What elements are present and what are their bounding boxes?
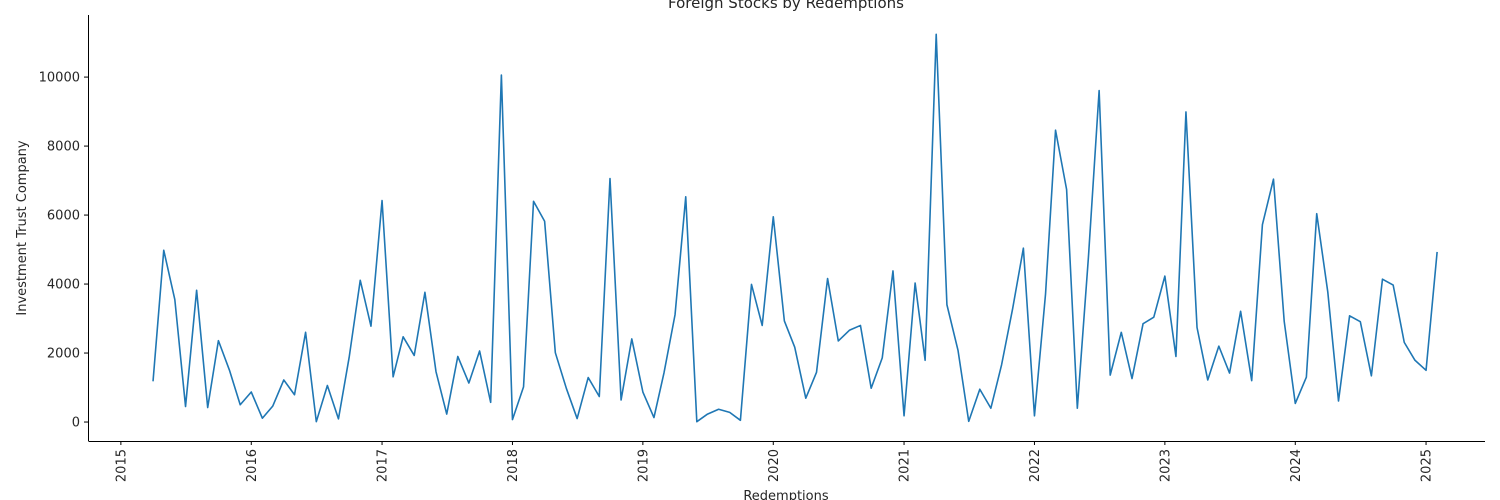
x-tick-label: 2019: [636, 449, 651, 482]
x-tick-label: 2021: [898, 449, 913, 482]
y-axis-ticks: 0 2000 4000 6000 8000 10000: [39, 71, 88, 431]
y-axis-title: Investment Trust Company: [15, 140, 30, 316]
y-tick-label: 6000: [47, 209, 80, 224]
x-tick-label: 2015: [114, 449, 129, 482]
x-tick-label: 2016: [245, 449, 260, 482]
x-tick-label: 2023: [1158, 449, 1173, 482]
x-axis-title: Redemptions: [743, 489, 829, 500]
y-tick-label: 8000: [47, 140, 80, 155]
x-tick-label: 2022: [1028, 449, 1043, 482]
chart-title: Foreign Stocks by Redemptions: [668, 0, 904, 12]
y-tick-label: 2000: [47, 347, 80, 362]
x-tick-label: 2017: [376, 449, 391, 482]
x-tick-label: 2025: [1420, 449, 1435, 482]
plot-area: [152, 33, 1438, 423]
x-tick-label: 2018: [506, 449, 521, 482]
x-tick-label: 2020: [767, 449, 782, 482]
x-axis-ticks: 2015 2016 2017 2018 2019 2020 2021 2022 2023 2024…: [114, 441, 1435, 482]
y-tick-label: 4000: [47, 278, 80, 293]
y-tick-label: 0: [72, 416, 80, 431]
series-line: [152, 33, 1438, 423]
x-tick-label: 2024: [1289, 449, 1304, 482]
y-tick-label: 10000: [39, 71, 80, 86]
